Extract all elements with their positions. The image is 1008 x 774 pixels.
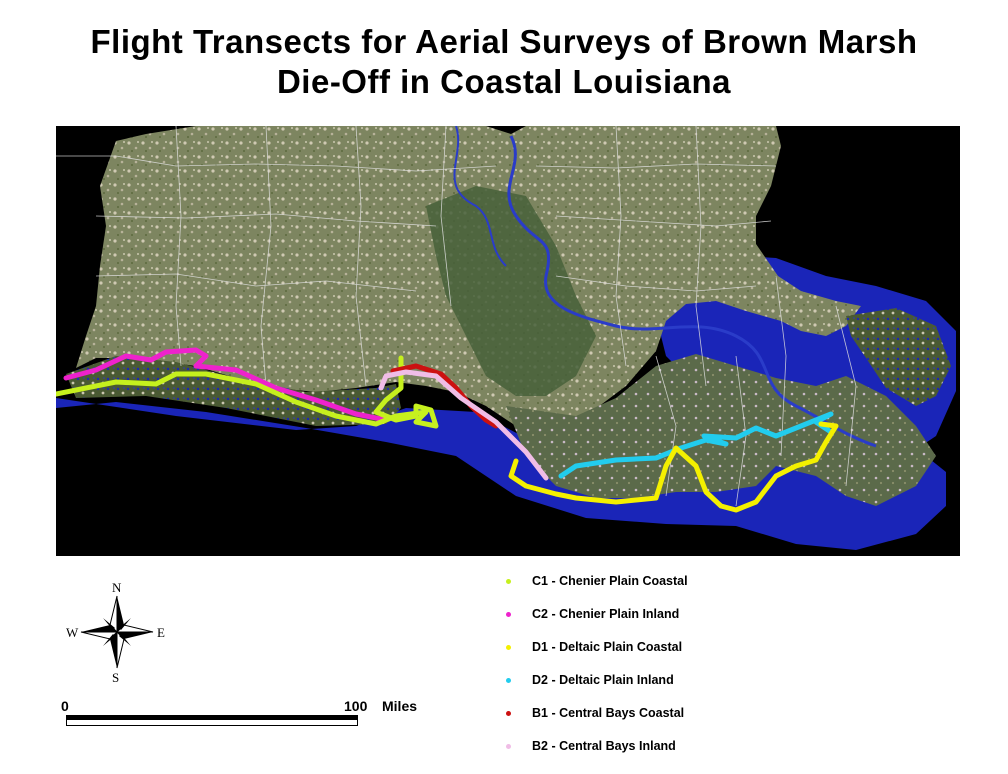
- compass-north-label: N: [112, 580, 122, 595]
- legend-label: B2 - Central Bays Inland: [532, 739, 676, 753]
- compass-west-label: W: [66, 625, 79, 640]
- transect-b1: [390, 363, 499, 429]
- scale-end-label: 100: [344, 698, 368, 714]
- legend-swatch: [506, 678, 511, 683]
- map-title-line-2: Die-Off in Coastal Louisiana: [276, 63, 732, 100]
- legend-swatch: [506, 612, 511, 617]
- legend-label: C2 - Chenier Plain Inland: [532, 607, 680, 621]
- legend-label: D1 - Deltaic Plain Coastal: [532, 640, 683, 654]
- red-river: [453, 126, 507, 267]
- mississippi-river: [507, 135, 877, 448]
- scale-bar-fill: [67, 716, 357, 720]
- map-title: Flight Transects for Aerial Surveys of B…: [0, 22, 1008, 102]
- transect-d1: [508, 421, 839, 513]
- scale-start-label: 0: [61, 698, 69, 714]
- legend-item: B2 - Central Bays Inland: [506, 739, 806, 772]
- compass-south-label: S: [112, 670, 120, 685]
- flight-transects: [56, 347, 839, 513]
- legend-swatch: [506, 645, 511, 650]
- legend-label: C1 - Chenier Plain Coastal: [532, 574, 688, 588]
- legend-item: D2 - Deltaic Plain Inland: [506, 673, 806, 706]
- scale-unit-label: Miles: [382, 698, 418, 714]
- compass-rose-icon: [80, 595, 154, 669]
- legend-item: C2 - Chenier Plain Inland: [506, 607, 806, 640]
- north-arrow-compass: N S E W: [60, 578, 180, 688]
- plaquemines-marsh: [846, 308, 951, 406]
- map-canvas: [56, 126, 956, 550]
- transect-b2: [378, 369, 549, 481]
- legend-swatch: [506, 711, 511, 716]
- satellite-map[interactable]: [56, 126, 960, 556]
- transect-c2: [63, 347, 389, 423]
- legend-label: B1 - Central Bays Coastal: [532, 706, 685, 720]
- parish-boundaries: [56, 126, 857, 507]
- legend: C1 - Chenier Plain Coastal C2 - Chenier …: [506, 574, 806, 772]
- map-title-line-1: Flight Transects for Aerial Surveys of B…: [90, 23, 918, 60]
- scale-bar: 0 100 Miles: [58, 696, 438, 736]
- legend-swatch: [506, 744, 511, 749]
- transect-d2: [558, 411, 834, 479]
- legend-item: D1 - Deltaic Plain Coastal: [506, 640, 806, 673]
- legend-swatch: [506, 579, 511, 584]
- legend-label: D2 - Deltaic Plain Inland: [532, 673, 674, 687]
- legend-item: C1 - Chenier Plain Coastal: [506, 574, 806, 607]
- legend-item: B1 - Central Bays Coastal: [506, 706, 806, 739]
- gulf-water: [56, 398, 946, 550]
- atchafalaya-basin: [426, 186, 596, 396]
- transect-c1: [56, 355, 439, 429]
- deltaic-marsh: [506, 354, 936, 506]
- scale-bar-graphic: [66, 715, 358, 726]
- compass-east-label: E: [157, 625, 165, 640]
